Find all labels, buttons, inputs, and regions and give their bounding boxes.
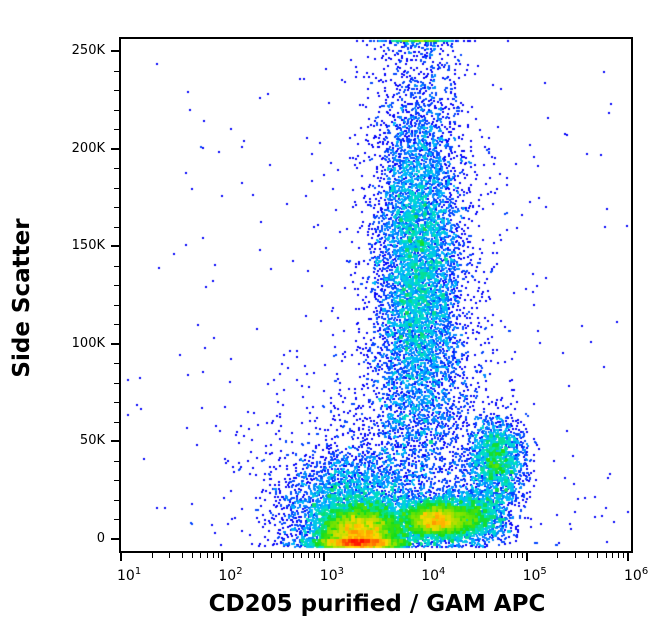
x-minor-tick [486, 553, 488, 558]
y-minor-tick [114, 382, 119, 384]
x-minor-tick [319, 553, 321, 558]
y-minor-tick [114, 226, 119, 228]
x-minor-tick [618, 553, 620, 558]
y-major-tick [111, 538, 119, 540]
y-minor-tick [114, 207, 119, 209]
y-minor-tick [114, 519, 119, 521]
x-minor-tick [169, 553, 171, 558]
x-minor-tick [212, 553, 214, 558]
y-tick-label: 50K [79, 433, 105, 449]
scatter-density-canvas [120, 38, 632, 552]
y-minor-tick [114, 402, 119, 404]
x-minor-tick [574, 553, 576, 558]
y-minor-tick [114, 499, 119, 501]
x-major-tick [322, 553, 325, 561]
x-tick-label: 101 [117, 565, 141, 584]
y-minor-tick [114, 363, 119, 365]
y-minor-tick [114, 168, 119, 170]
x-minor-tick [504, 553, 506, 558]
x-minor-tick [623, 553, 625, 558]
x-minor-tick [372, 553, 374, 558]
x-major-tick [424, 553, 427, 561]
x-minor-tick [409, 553, 411, 558]
y-major-tick [111, 245, 119, 248]
x-tick-base: 10 [117, 568, 135, 584]
x-major-tick [627, 553, 629, 561]
x-tick-base: 10 [319, 568, 338, 584]
x-minor-tick [293, 553, 295, 558]
y-minor-tick [114, 324, 119, 326]
x-minor-tick [199, 553, 201, 558]
x-tick-label: 103 [320, 565, 344, 584]
y-minor-tick [114, 480, 119, 482]
x-minor-tick [252, 553, 254, 558]
y-major-tick [111, 147, 119, 150]
y-tick-label: 250K [71, 43, 105, 58]
x-minor-tick [496, 553, 498, 558]
x-major-tick [525, 553, 528, 561]
x-minor-tick [597, 553, 599, 558]
y-minor-tick [114, 304, 119, 306]
x-minor-tick [557, 553, 559, 558]
x-minor-tick [402, 553, 404, 558]
x-tick-label: 106 [624, 565, 648, 584]
x-tick-base: 10 [218, 568, 237, 584]
y-minor-tick [114, 70, 119, 72]
x-minor-tick [270, 553, 272, 558]
x-minor-tick [301, 553, 303, 558]
y-minor-tick [114, 285, 119, 287]
x-minor-tick [516, 553, 518, 558]
y-minor-tick [114, 265, 119, 267]
x-minor-tick [191, 553, 193, 558]
x-minor-tick [384, 553, 386, 558]
x-major-tick [120, 553, 122, 561]
x-minor-tick [206, 553, 208, 558]
y-minor-tick [114, 90, 119, 92]
y-minor-tick [114, 460, 119, 462]
x-minor-tick [455, 553, 457, 558]
y-minor-tick [114, 421, 119, 423]
x-minor-tick [217, 553, 219, 558]
x-tick-label: 104 [421, 565, 445, 584]
x-minor-tick [151, 553, 153, 558]
y-major-tick [111, 50, 119, 52]
x-minor-tick [510, 553, 512, 558]
y-major-tick [111, 342, 119, 345]
y-minor-tick [114, 109, 119, 111]
y-tick-label: 0 [96, 531, 105, 546]
x-tick-base: 10 [624, 568, 642, 584]
x-minor-tick [308, 553, 310, 558]
x-tick-label: 102 [218, 565, 242, 584]
x-minor-tick [473, 553, 475, 558]
x-major-tick [221, 553, 224, 561]
x-tick-exponent: 3 [337, 566, 344, 577]
x-tick-exponent: 1 [134, 566, 142, 577]
y-tick-label: 200K [71, 140, 105, 156]
x-minor-tick [394, 553, 396, 558]
x-minor-tick [313, 553, 315, 558]
x-tick-exponent: 6 [641, 566, 649, 577]
x-minor-tick [420, 553, 422, 558]
y-axis-title: Side Scatter [9, 218, 35, 378]
x-minor-tick [612, 553, 614, 558]
x-minor-tick [283, 553, 285, 558]
y-minor-tick [114, 129, 119, 131]
x-tick-exponent: 4 [439, 566, 446, 577]
x-axis-title: CD205 purified / GAM APC [208, 591, 546, 617]
x-minor-tick [587, 553, 589, 558]
x-tick-label: 105 [523, 565, 547, 584]
x-minor-tick [521, 553, 523, 558]
x-tick-base: 10 [421, 568, 440, 584]
x-minor-tick [415, 553, 417, 558]
x-tick-exponent: 5 [540, 566, 547, 577]
x-minor-tick [354, 553, 356, 558]
x-tick-base: 10 [522, 568, 541, 584]
y-major-tick [111, 440, 119, 443]
x-minor-tick [182, 553, 184, 558]
x-tick-exponent: 2 [236, 566, 243, 577]
x-minor-tick [605, 553, 607, 558]
y-minor-tick [114, 187, 119, 189]
